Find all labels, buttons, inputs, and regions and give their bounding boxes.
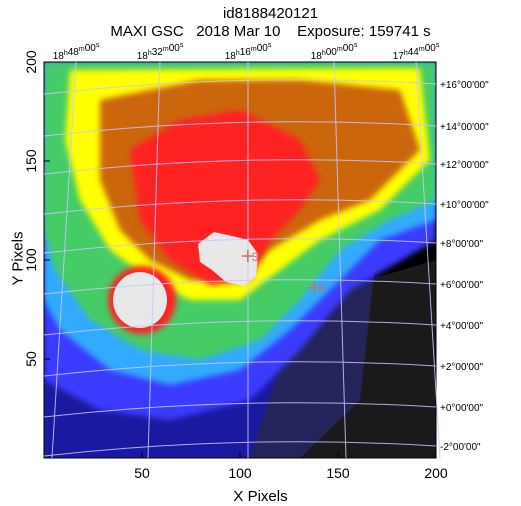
x-axis-label: X Pixels [233, 488, 288, 505]
dec-grid-line [43, 199, 437, 215]
red-region [130, 110, 320, 285]
dec-grid-line [43, 159, 437, 175]
dec-grid-line [43, 361, 437, 377]
subtitle-instrument-date: MAXI GSC 2018 Mar 10 [110, 23, 281, 40]
dec-label: +0°00'00" [440, 403, 484, 414]
dec-grid-line [43, 402, 437, 418]
coordinate-grid [43, 61, 441, 459]
ra-grid-line [415, 61, 441, 459]
dec-grid-line [43, 238, 437, 254]
ra-label: 18h00m00s [311, 42, 358, 62]
ra-grid-line [333, 61, 347, 459]
y-tick-label: 200 [23, 50, 39, 74]
ra-grid-line [147, 61, 161, 459]
dec-grid-line [43, 279, 437, 295]
dec-grid-line [43, 320, 437, 336]
dec-label: +4°00'00" [440, 321, 484, 332]
dec-label: +2°00'00" [440, 362, 484, 373]
image-subtitle: MAXI GSC 2018 Mar 10 Exposure: 159741 s [10, 23, 521, 40]
dec-label: +16°00'00" [440, 80, 489, 91]
ra-label: 17h44m00s [393, 42, 440, 62]
source-markers: 34 [241, 250, 325, 296]
x-tick-label: 50 [134, 465, 150, 481]
intensity-map [44, 62, 436, 458]
x-tick-label: 200 [424, 465, 448, 481]
subtitle-exposure: Exposure: 159741 s [297, 23, 431, 40]
ra-label: 18h32m00s [137, 42, 184, 62]
ra-label: 18h48m00s [53, 42, 100, 62]
bright-source-left [113, 272, 167, 328]
y-tick-label: 50 [23, 351, 39, 367]
dec-label: +12°00'00" [440, 160, 489, 171]
dec-grid-line [43, 441, 437, 457]
source-label: 4 [318, 282, 325, 296]
dec-labels: +16°00'00" +14°00'00" +12°00'00" +10°00'00"… [440, 80, 489, 453]
bright-source-center [198, 232, 258, 286]
dec-label: +8°00'00" [440, 239, 484, 250]
y-tick-label: 100 [23, 248, 39, 272]
dec-label: +6°00'00" [440, 280, 484, 291]
image-title: id8188420121 [222, 5, 319, 22]
dec-label: +14°00'00" [440, 122, 489, 133]
x-tick-label: 100 [228, 465, 252, 481]
ra-label: 18h16m00s [225, 42, 272, 62]
y-ticks: 50 100 150 200 [23, 50, 50, 367]
source-label: 3 [252, 250, 259, 264]
y-tick-label: 150 [23, 149, 39, 173]
x-ticks: 50 100 150 200 [134, 452, 448, 481]
dec-label: -2°00'00" [440, 442, 481, 453]
dec-grid-line [43, 79, 437, 95]
x-tick-label: 150 [326, 465, 350, 481]
ra-labels: 18h48m00s 18h32m00s 18h16m00s 18h00m00s 17h4… [53, 42, 440, 62]
ra-grid-line [51, 61, 77, 459]
dec-label: +10°00'00" [440, 200, 489, 211]
dec-grid-line [43, 121, 437, 137]
y-axis-label: Y Pixels [9, 231, 27, 286]
